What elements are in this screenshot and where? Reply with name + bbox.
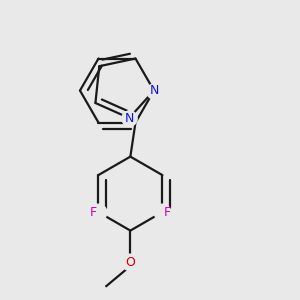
Text: N: N	[124, 112, 134, 124]
Text: F: F	[164, 206, 171, 219]
Text: O: O	[125, 256, 135, 268]
Text: F: F	[90, 206, 97, 219]
Text: N: N	[149, 84, 159, 97]
